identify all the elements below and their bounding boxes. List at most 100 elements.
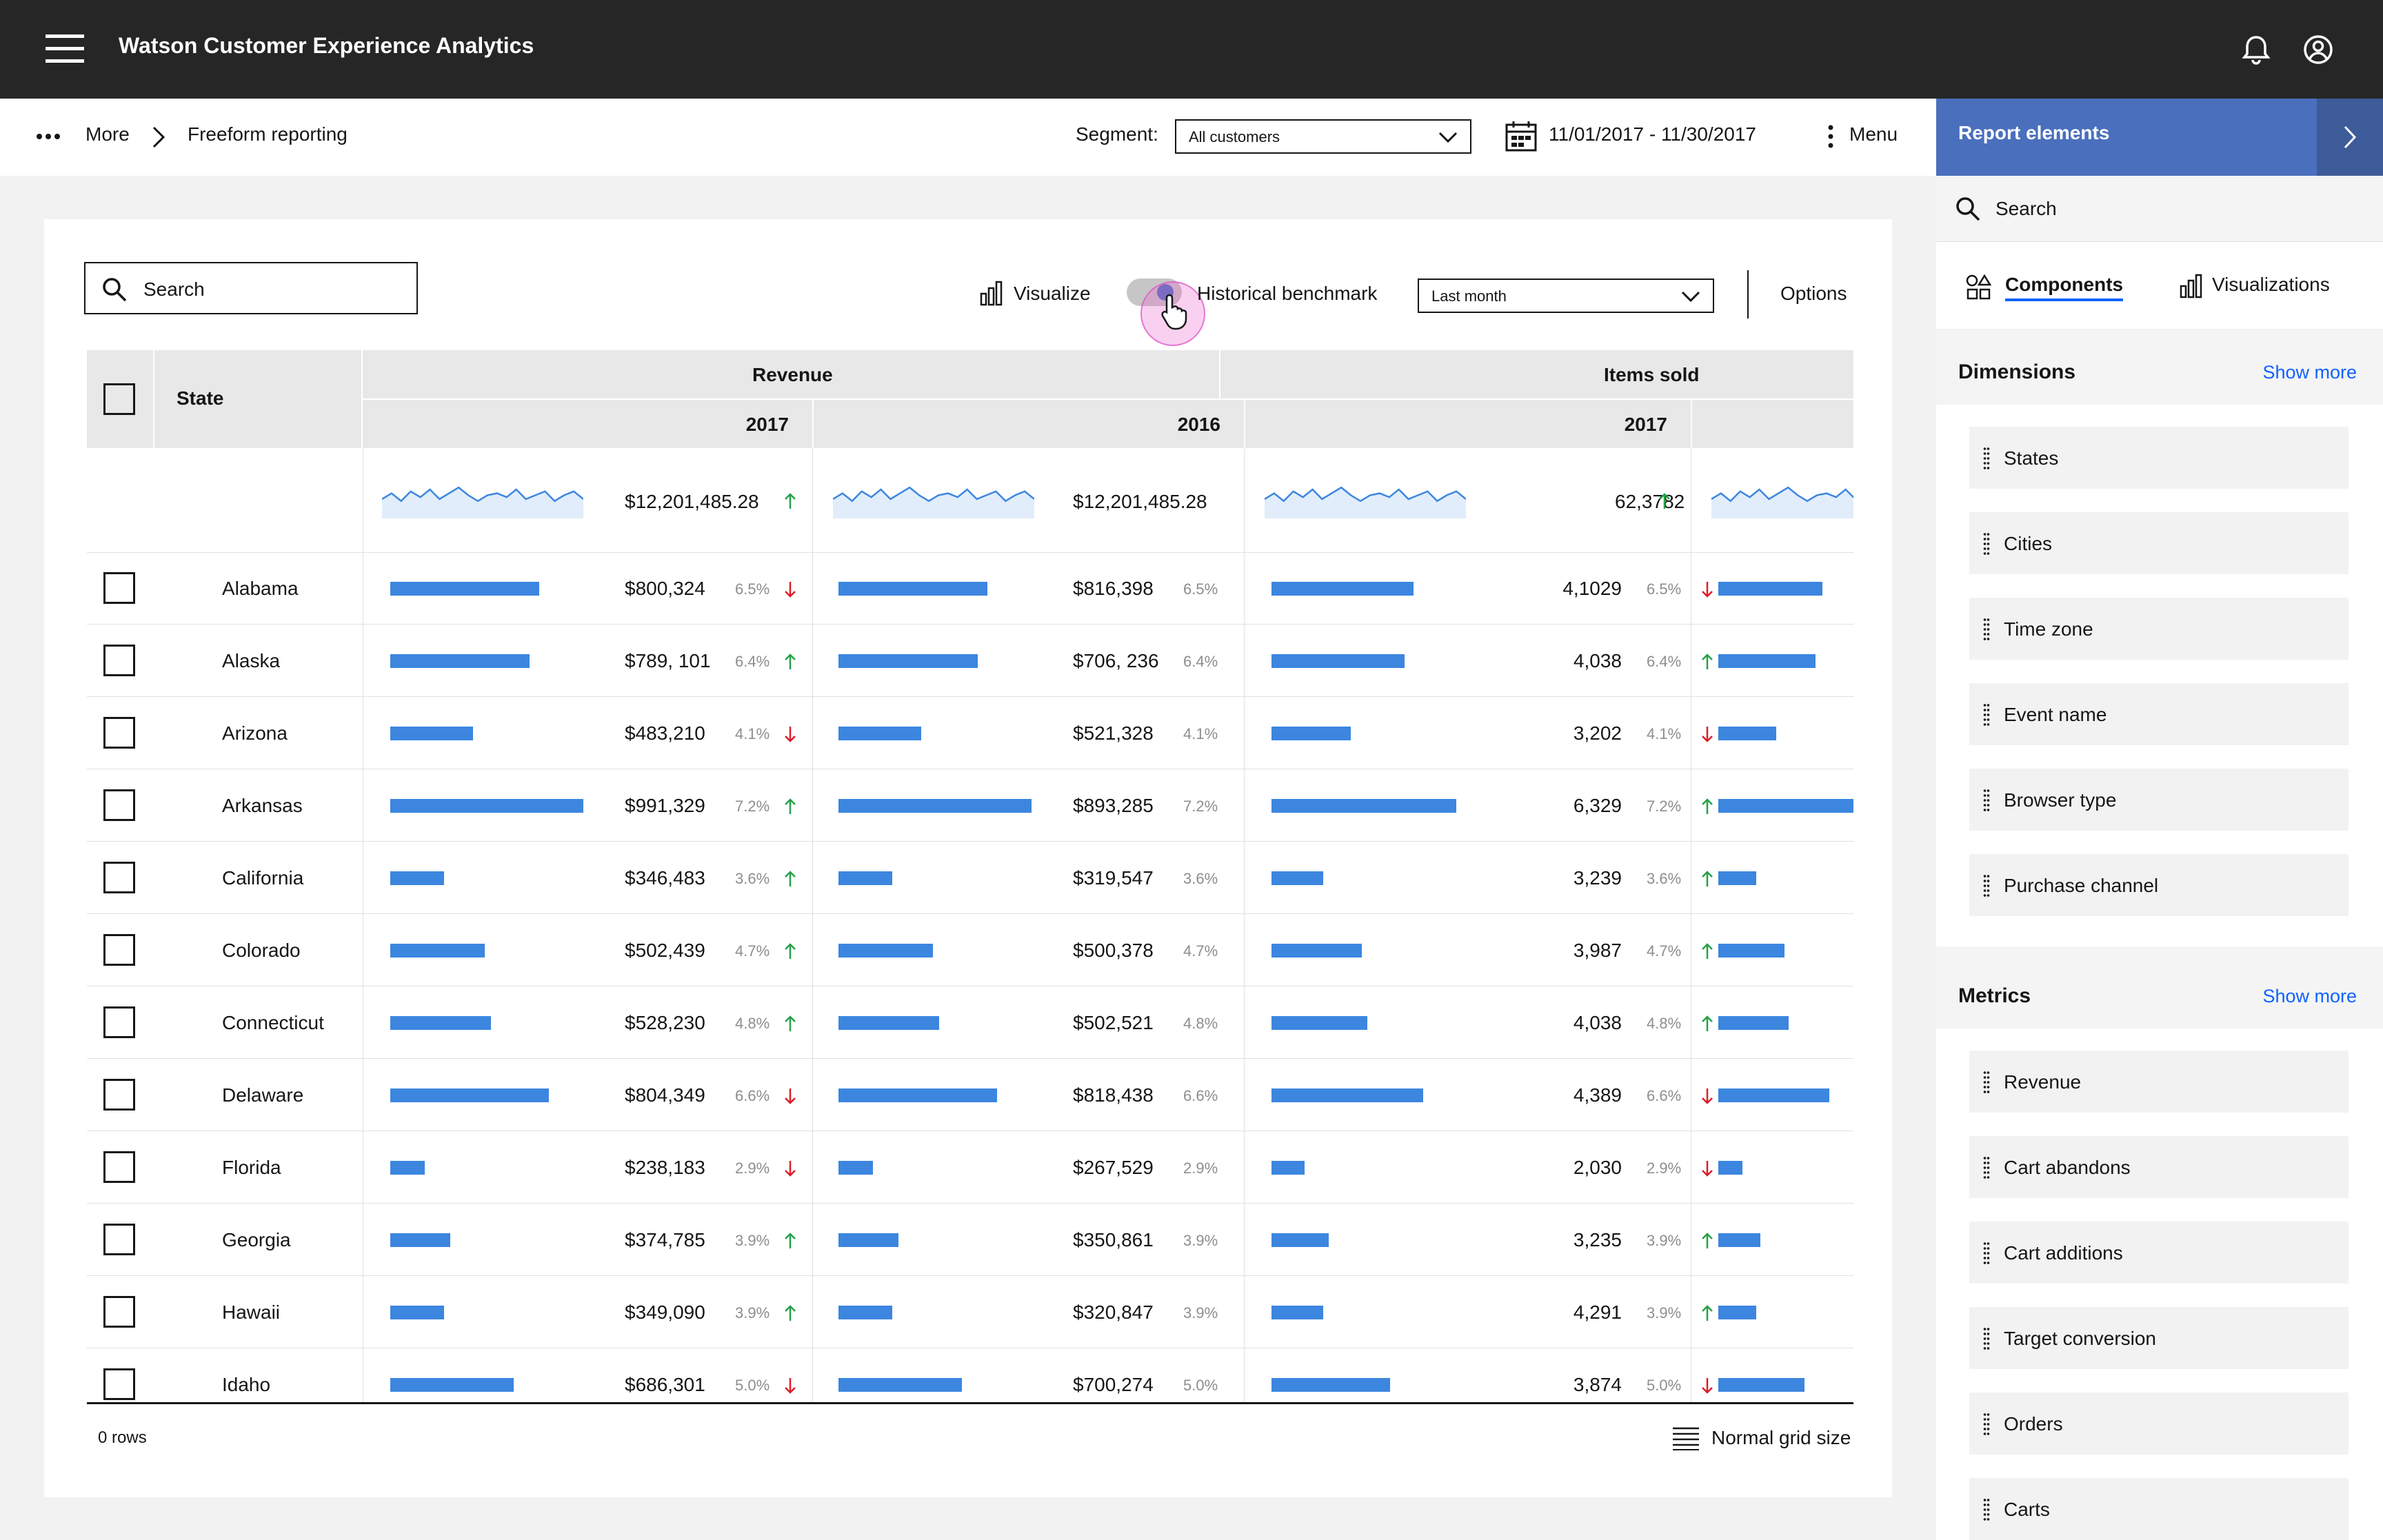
table-row[interactable]: California $346,483 3.6% $319,547 3.6% 3,239 3… <box>87 842 1853 914</box>
revenue-2016-header[interactable]: 2016 <box>814 400 1244 448</box>
table-row[interactable]: Arkansas $991,329 7.2% $893,285 7.2% 6,329 7.2… <box>87 770 1853 842</box>
chevron-down-icon <box>1681 291 1700 303</box>
select-all-checkbox[interactable] <box>103 383 135 415</box>
row-checkbox[interactable] <box>103 862 135 893</box>
dimension-item[interactable]: Event name <box>1969 683 2349 745</box>
visualize-button[interactable]: Visualize <box>1014 283 1091 304</box>
items-2017-header[interactable]: 2017 <box>1245 400 1691 448</box>
drag-handle-icon[interactable] <box>1983 531 1990 555</box>
items-2016-bar <box>1718 1088 1829 1102</box>
date-range[interactable]: 11/01/2017 - 11/30/2017 <box>1549 123 1756 145</box>
drag-handle-icon[interactable] <box>1983 446 1990 469</box>
dimension-item[interactable]: Purchase channel <box>1969 854 2349 916</box>
data-grid: State Revenue Items sold 2017 2016 2017 … <box>87 350 1853 1402</box>
arrow-up-icon <box>785 1305 796 1321</box>
row-checkbox[interactable] <box>103 1079 135 1111</box>
table-row[interactable]: Alabama $800,324 6.5% $816,398 6.5% 4,1029 6.5… <box>87 553 1853 625</box>
revenue-2017-header[interactable]: 2017 <box>363 400 812 448</box>
row-checkbox[interactable] <box>103 1006 135 1038</box>
items-sold-header[interactable]: Items sold <box>1220 350 1853 398</box>
items-2017-bar <box>1271 871 1323 885</box>
table-row[interactable]: Colorado $502,439 4.7% $500,378 4.7% 3,987 4.7… <box>87 915 1853 986</box>
drag-handle-icon[interactable] <box>1983 702 1990 726</box>
metric-item[interactable]: Target conversion <box>1969 1307 2349 1369</box>
breadcrumb-more[interactable]: More <box>86 123 130 145</box>
drag-handle-icon[interactable] <box>1983 617 1990 640</box>
row-checkbox[interactable] <box>103 1368 135 1400</box>
drag-handle-icon[interactable] <box>1983 1326 1990 1350</box>
metrics-show-more[interactable]: Show more <box>2262 986 2357 1006</box>
segment-dropdown[interactable]: All customers <box>1175 119 1471 154</box>
revenue-header[interactable]: Revenue <box>363 350 1219 398</box>
menu-dots-icon[interactable] <box>1827 125 1834 148</box>
metric-item-label: Orders <box>2004 1413 2063 1435</box>
calendar-icon[interactable] <box>1505 119 1538 152</box>
revenue-2016-pct: 3.9% <box>1183 1232 1218 1249</box>
options-button[interactable]: Options <box>1780 283 1847 304</box>
metric-item[interactable]: Orders <box>1969 1392 2349 1455</box>
table-row[interactable]: Georgia $374,785 3.9% $350,861 3.9% 3,235 3.9% <box>87 1204 1853 1276</box>
table-row[interactable]: Hawaii $349,090 3.9% $320,847 3.9% 4,291 3.9% <box>87 1277 1853 1348</box>
items-2017-value: 3,235 <box>1573 1229 1622 1250</box>
table-row[interactable]: Alaska $789, 101 6.4% $706, 236 6.4% 4,038 6.4… <box>87 625 1853 697</box>
period-dropdown[interactable]: Last month <box>1418 278 1714 313</box>
revenue-2016-value: $521,328 <box>1073 722 1154 744</box>
metric-item[interactable]: Revenue <box>1969 1051 2349 1113</box>
table-row[interactable]: Florida $238,183 2.9% $267,529 2.9% 2,030 2.9% <box>87 1132 1853 1204</box>
menu-icon[interactable] <box>46 34 84 63</box>
state-header[interactable]: State <box>154 350 361 448</box>
search-icon <box>103 278 127 302</box>
arrow-down-icon <box>1702 582 1713 598</box>
row-checkbox[interactable] <box>103 1224 135 1255</box>
table-row[interactable]: Connecticut $528,230 4.8% $502,521 4.8% 4,038… <box>87 987 1853 1059</box>
grid-size-button[interactable]: Normal grid size <box>1711 1427 1851 1448</box>
drag-handle-icon[interactable] <box>1983 873 1990 897</box>
period-value: Last month <box>1431 287 1507 305</box>
dimension-item[interactable]: Cities <box>1969 512 2349 574</box>
items-2016-header[interactable] <box>1692 400 1853 448</box>
arrow-down-icon <box>1702 1378 1713 1394</box>
metric-item[interactable]: Cart abandons <box>1969 1136 2349 1198</box>
row-checkbox[interactable] <box>103 1296 135 1328</box>
revenue-2017-value: $483,210 <box>625 722 705 744</box>
dimension-item[interactable]: Browser type <box>1969 769 2349 831</box>
items-change-pct: 3.9% <box>1647 1232 1682 1249</box>
chevron-right-icon <box>152 126 165 148</box>
user-icon[interactable] <box>2299 30 2337 69</box>
dimensions-show-more[interactable]: Show more <box>2262 362 2357 383</box>
row-checkbox[interactable] <box>103 572 135 604</box>
collapse-panel-button[interactable] <box>2317 99 2383 176</box>
dimension-item[interactable]: States <box>1969 427 2349 489</box>
metric-item[interactable]: Carts <box>1969 1478 2349 1540</box>
notification-icon[interactable] <box>2237 30 2275 69</box>
row-checkbox[interactable] <box>103 934 135 966</box>
row-checkbox[interactable] <box>103 645 135 676</box>
arrow-down-icon <box>1702 727 1713 742</box>
drag-handle-icon[interactable] <box>1983 1412 1990 1435</box>
table-row[interactable]: Delaware $804,349 6.6% $818,438 6.6% 4,389 6.6… <box>87 1060 1853 1131</box>
drag-handle-icon[interactable] <box>1983 1155 1990 1179</box>
menu-button[interactable]: Menu <box>1849 123 1898 145</box>
drag-handle-icon[interactable] <box>1983 788 1990 811</box>
drag-handle-icon[interactable] <box>1983 1241 1990 1264</box>
historical-benchmark-label: Historical benchmark <box>1197 283 1378 304</box>
metric-item-label: Carts <box>2004 1499 2050 1520</box>
drag-handle-icon[interactable] <box>1983 1070 1990 1093</box>
table-search-input[interactable]: Search <box>84 262 418 314</box>
drag-handle-icon[interactable] <box>1983 1497 1990 1521</box>
row-checkbox[interactable] <box>103 1151 135 1183</box>
metric-item[interactable]: Cart additions <box>1969 1222 2349 1284</box>
table-row[interactable]: Idaho $686,301 5.0% $700,274 5.0% 3,874 5.0% <box>87 1349 1853 1402</box>
items-2016-bar <box>1718 1233 1760 1247</box>
overflow-icon[interactable] <box>34 126 62 147</box>
row-checkbox[interactable] <box>103 717 135 749</box>
row-checkbox[interactable] <box>103 789 135 821</box>
table-row[interactable]: Arizona $483,210 4.1% $521,328 4.1% 3,202 4.1% <box>87 698 1853 769</box>
tab-components[interactable]: Components <box>2005 274 2124 301</box>
dimension-item[interactable]: Time zone <box>1969 598 2349 660</box>
revenue-2016-bar <box>838 1233 898 1247</box>
panel-search-input[interactable]: Search <box>1936 176 2383 242</box>
items-2017-value: 4,389 <box>1573 1084 1622 1106</box>
tab-visualizations[interactable]: Visualizations <box>2212 274 2330 295</box>
revenue-2016-bar <box>838 944 933 958</box>
